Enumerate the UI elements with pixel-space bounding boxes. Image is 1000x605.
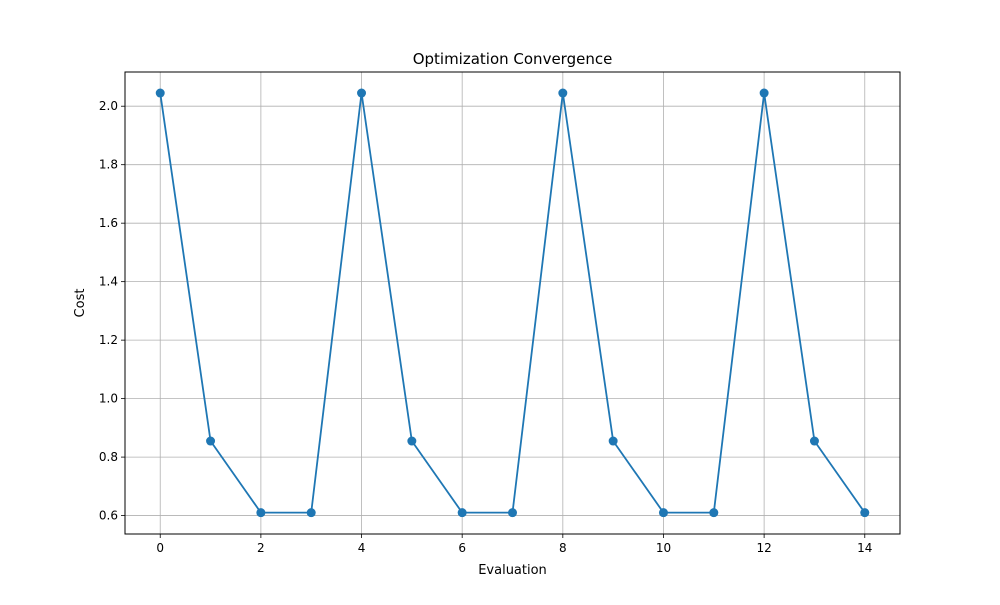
- y-tick-label: 0.6: [99, 509, 118, 523]
- x-tick-label: 14: [857, 541, 872, 555]
- x-tick-label: 6: [458, 541, 466, 555]
- x-axis-label: Evaluation: [478, 563, 547, 578]
- data-point: [658, 508, 668, 518]
- y-tick-label: 1.6: [99, 216, 118, 230]
- y-tick-label: 0.8: [99, 450, 118, 464]
- data-point: [457, 508, 467, 518]
- data-point: [306, 508, 316, 518]
- data-point: [759, 88, 769, 98]
- data-point: [206, 436, 216, 446]
- data-point: [558, 88, 568, 98]
- y-tick-label: 1.8: [99, 158, 118, 172]
- x-tick-label: 12: [756, 541, 771, 555]
- data-point: [407, 436, 417, 446]
- data-point: [608, 436, 618, 446]
- data-point: [357, 88, 367, 98]
- y-tick-label: 2.0: [99, 99, 118, 113]
- chart-title: Optimization Convergence: [413, 50, 613, 68]
- y-axis-label: Cost: [73, 289, 88, 318]
- ticks: 0 2 4 6 8 10 12 14 0.6 0.8 1.0 1.2 1.4 1.6 1.8 2.0: [99, 99, 873, 555]
- x-tick-label: 4: [358, 541, 366, 555]
- x-tick-label: 0: [156, 541, 164, 555]
- data-point: [508, 508, 517, 518]
- x-tick-label: 2: [257, 541, 265, 555]
- grid: [125, 72, 900, 534]
- x-tick-label: 10: [656, 541, 671, 555]
- y-tick-label: 1.0: [99, 392, 118, 406]
- data-point: [860, 508, 870, 518]
- x-tick-label: 8: [559, 541, 567, 555]
- data-point: [809, 436, 819, 446]
- data-point: [155, 88, 165, 98]
- data-point: [256, 508, 266, 518]
- y-tick-label: 1.2: [99, 333, 118, 347]
- y-tick-label: 1.4: [99, 275, 118, 289]
- plot-frame: [124, 71, 901, 535]
- series-layer: [155, 88, 870, 518]
- data-point: [709, 508, 719, 518]
